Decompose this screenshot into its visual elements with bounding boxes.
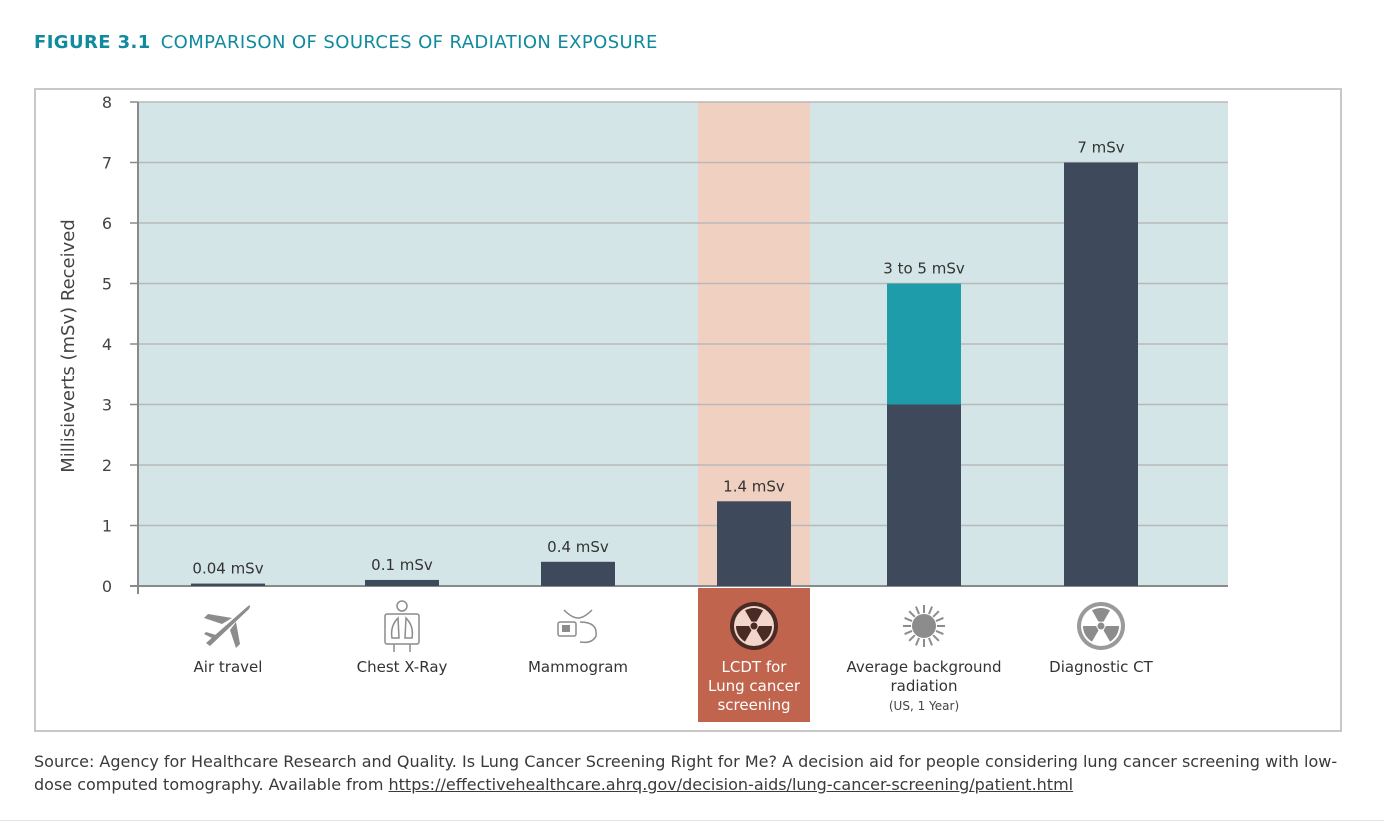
scanner	[557, 621, 577, 637]
category-label: Diagnostic CT	[1049, 658, 1153, 676]
sun-ray	[932, 634, 940, 642]
sun-ray	[904, 617, 913, 622]
bar-1	[191, 583, 265, 586]
sun-ray	[904, 630, 913, 635]
category-label: Average background	[846, 658, 1001, 676]
source-link[interactable]: https://effectivehealthcare.ahrq.gov/dec…	[388, 775, 1074, 794]
y-tick-label: 0	[102, 577, 112, 596]
bar-6	[1064, 162, 1138, 586]
scanner-plate	[562, 625, 570, 632]
data-label: 0.1 mSv	[371, 556, 433, 574]
radiation-blade	[1083, 626, 1099, 642]
y-tick-label: 1	[102, 517, 112, 536]
y-tick-label: 6	[102, 214, 112, 233]
chart-frame	[34, 88, 1342, 732]
mammogram-icon	[557, 609, 597, 644]
airplane-tail	[204, 632, 216, 638]
y-tick-label: 4	[102, 335, 112, 354]
sun-ray	[915, 637, 920, 646]
sun-ray	[915, 606, 920, 615]
category-label: Chest X-Ray	[357, 658, 448, 676]
torso	[579, 621, 597, 644]
airplane-wing	[204, 614, 232, 624]
category-label: Air travel	[194, 658, 263, 676]
category-label: radiation	[891, 677, 958, 695]
radiation-center	[1097, 622, 1105, 630]
data-label: 1.4 mSv	[723, 477, 785, 495]
legs	[393, 644, 411, 652]
divider	[0, 820, 1384, 821]
data-label: 7 mSv	[1077, 139, 1124, 157]
y-tick-label: 2	[102, 456, 112, 475]
category-label: LCDT for	[722, 658, 788, 676]
sun-ray	[928, 637, 933, 646]
figure-title-text: COMPARISON OF SOURCES OF RADIATION EXPOS…	[160, 32, 658, 53]
sun-ray	[935, 617, 944, 622]
xray-panel	[384, 613, 420, 645]
bar-range-5	[887, 283, 961, 405]
sun-ray	[908, 610, 916, 618]
airplane-icon	[204, 605, 251, 648]
sun-ray	[928, 606, 933, 615]
radiation-blade	[745, 608, 763, 622]
y-tick-label: 7	[102, 154, 112, 173]
airplane-fuselage	[206, 605, 251, 646]
data-label: 0.04 mSv	[192, 560, 263, 578]
sun-icon	[903, 605, 945, 647]
radiation-blade	[1103, 626, 1119, 642]
radiation-icon	[730, 602, 778, 650]
radiation-icon	[1077, 602, 1125, 650]
sun-ray	[935, 630, 944, 635]
bar-5	[887, 404, 961, 586]
source-text: Source: Agency for Healthcare Research a…	[34, 752, 1338, 794]
data-label: 3 to 5 mSv	[883, 260, 965, 278]
radiation-blade	[756, 626, 772, 642]
y-tick-label: 3	[102, 396, 112, 415]
data-label: 0.4 mSv	[547, 538, 609, 556]
sun-ray	[932, 610, 940, 618]
radiation-blade	[1092, 608, 1110, 622]
y-tick-label: 8	[102, 93, 112, 112]
sun-core	[912, 614, 936, 638]
y-axis-label: Millisieverts (mSv) Received	[58, 219, 79, 473]
shoulders	[563, 609, 593, 619]
radiation-blade	[736, 626, 752, 642]
source-citation: Source: Agency for Healthcare Research a…	[34, 750, 1364, 796]
bar-2	[365, 579, 439, 586]
lungs	[390, 616, 414, 639]
category-label: screening	[717, 696, 790, 714]
category-label: Mammogram	[528, 658, 628, 676]
category-label: Lung cancer	[708, 677, 801, 695]
sun-ray	[908, 634, 916, 642]
bar-3	[541, 561, 615, 586]
bar-4	[717, 501, 791, 586]
chest-xray-icon	[384, 600, 420, 652]
y-tick-label: 5	[102, 275, 112, 294]
figure-title: FIGURE 3.1 COMPARISON OF SOURCES OF RADIA…	[34, 32, 658, 53]
figure-number: FIGURE 3.1	[34, 32, 151, 53]
head	[396, 600, 408, 612]
radiation-center	[750, 622, 758, 630]
category-sublabel: (US, 1 Year)	[889, 699, 959, 713]
airplane-wing	[230, 622, 240, 648]
radiation-bar-chart: 0 1 2 3 4 5 6 7 8 Millisieverts (mSv) Received 0.0…	[58, 93, 1228, 722]
